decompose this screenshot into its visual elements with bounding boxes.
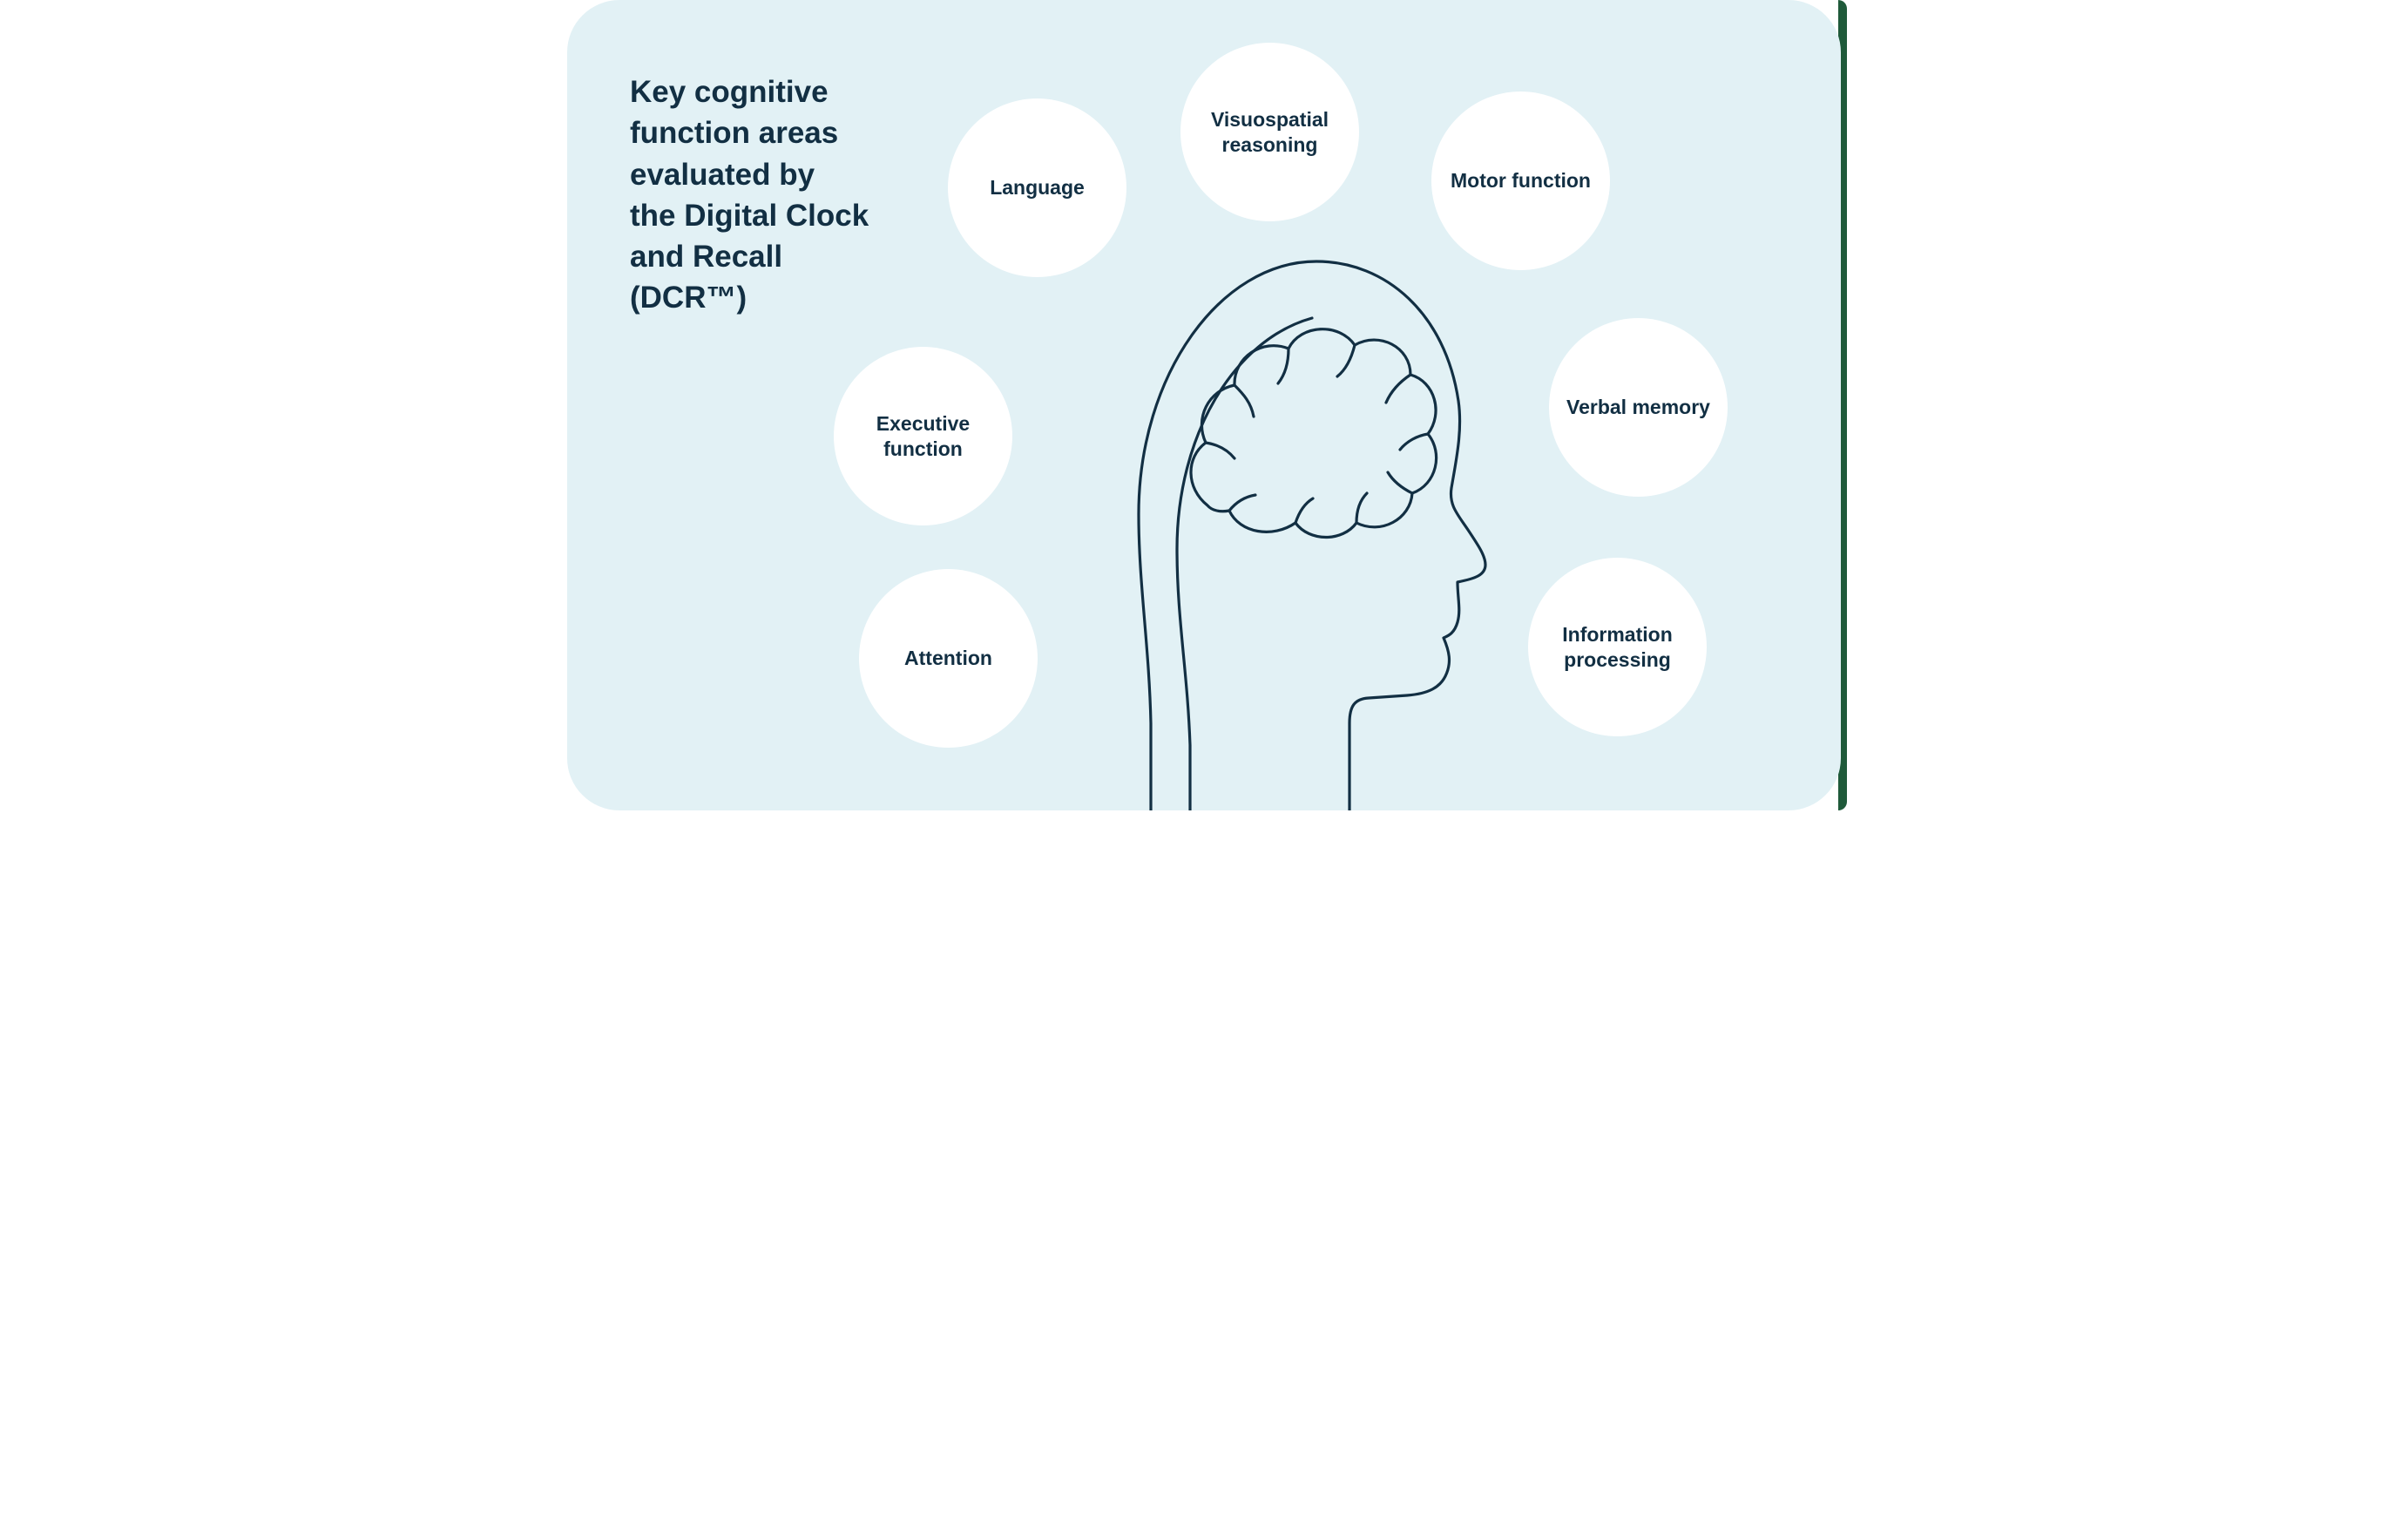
bubble-label: Executive function bbox=[846, 411, 1000, 462]
card: Key cognitive function areas evaluated b… bbox=[567, 0, 1841, 810]
bubble-attention: Attention bbox=[859, 569, 1038, 748]
bubble-label: Information processing bbox=[1540, 622, 1694, 673]
title-text: Key cognitive function areas evaluated b… bbox=[630, 71, 900, 319]
bubble-executive-function: Executive function bbox=[834, 347, 1012, 525]
bubble-visuospatial-reasoning: Visuospatial reasoning bbox=[1180, 43, 1359, 221]
bubble-verbal-memory: Verbal memory bbox=[1549, 318, 1728, 497]
bubble-label: Verbal memory bbox=[1566, 395, 1710, 420]
bubble-language: Language bbox=[948, 98, 1126, 277]
bubble-information-processing: Information processing bbox=[1528, 558, 1707, 736]
bubble-label: Language bbox=[990, 175, 1085, 200]
head-brain-icon bbox=[1055, 235, 1491, 810]
bubble-label: Visuospatial reasoning bbox=[1193, 107, 1347, 158]
bubble-label: Attention bbox=[904, 646, 992, 671]
bubble-motor-function: Motor function bbox=[1431, 91, 1610, 270]
bubble-label: Motor function bbox=[1451, 168, 1591, 193]
infographic-root: Key cognitive function areas evaluated b… bbox=[561, 0, 1847, 810]
